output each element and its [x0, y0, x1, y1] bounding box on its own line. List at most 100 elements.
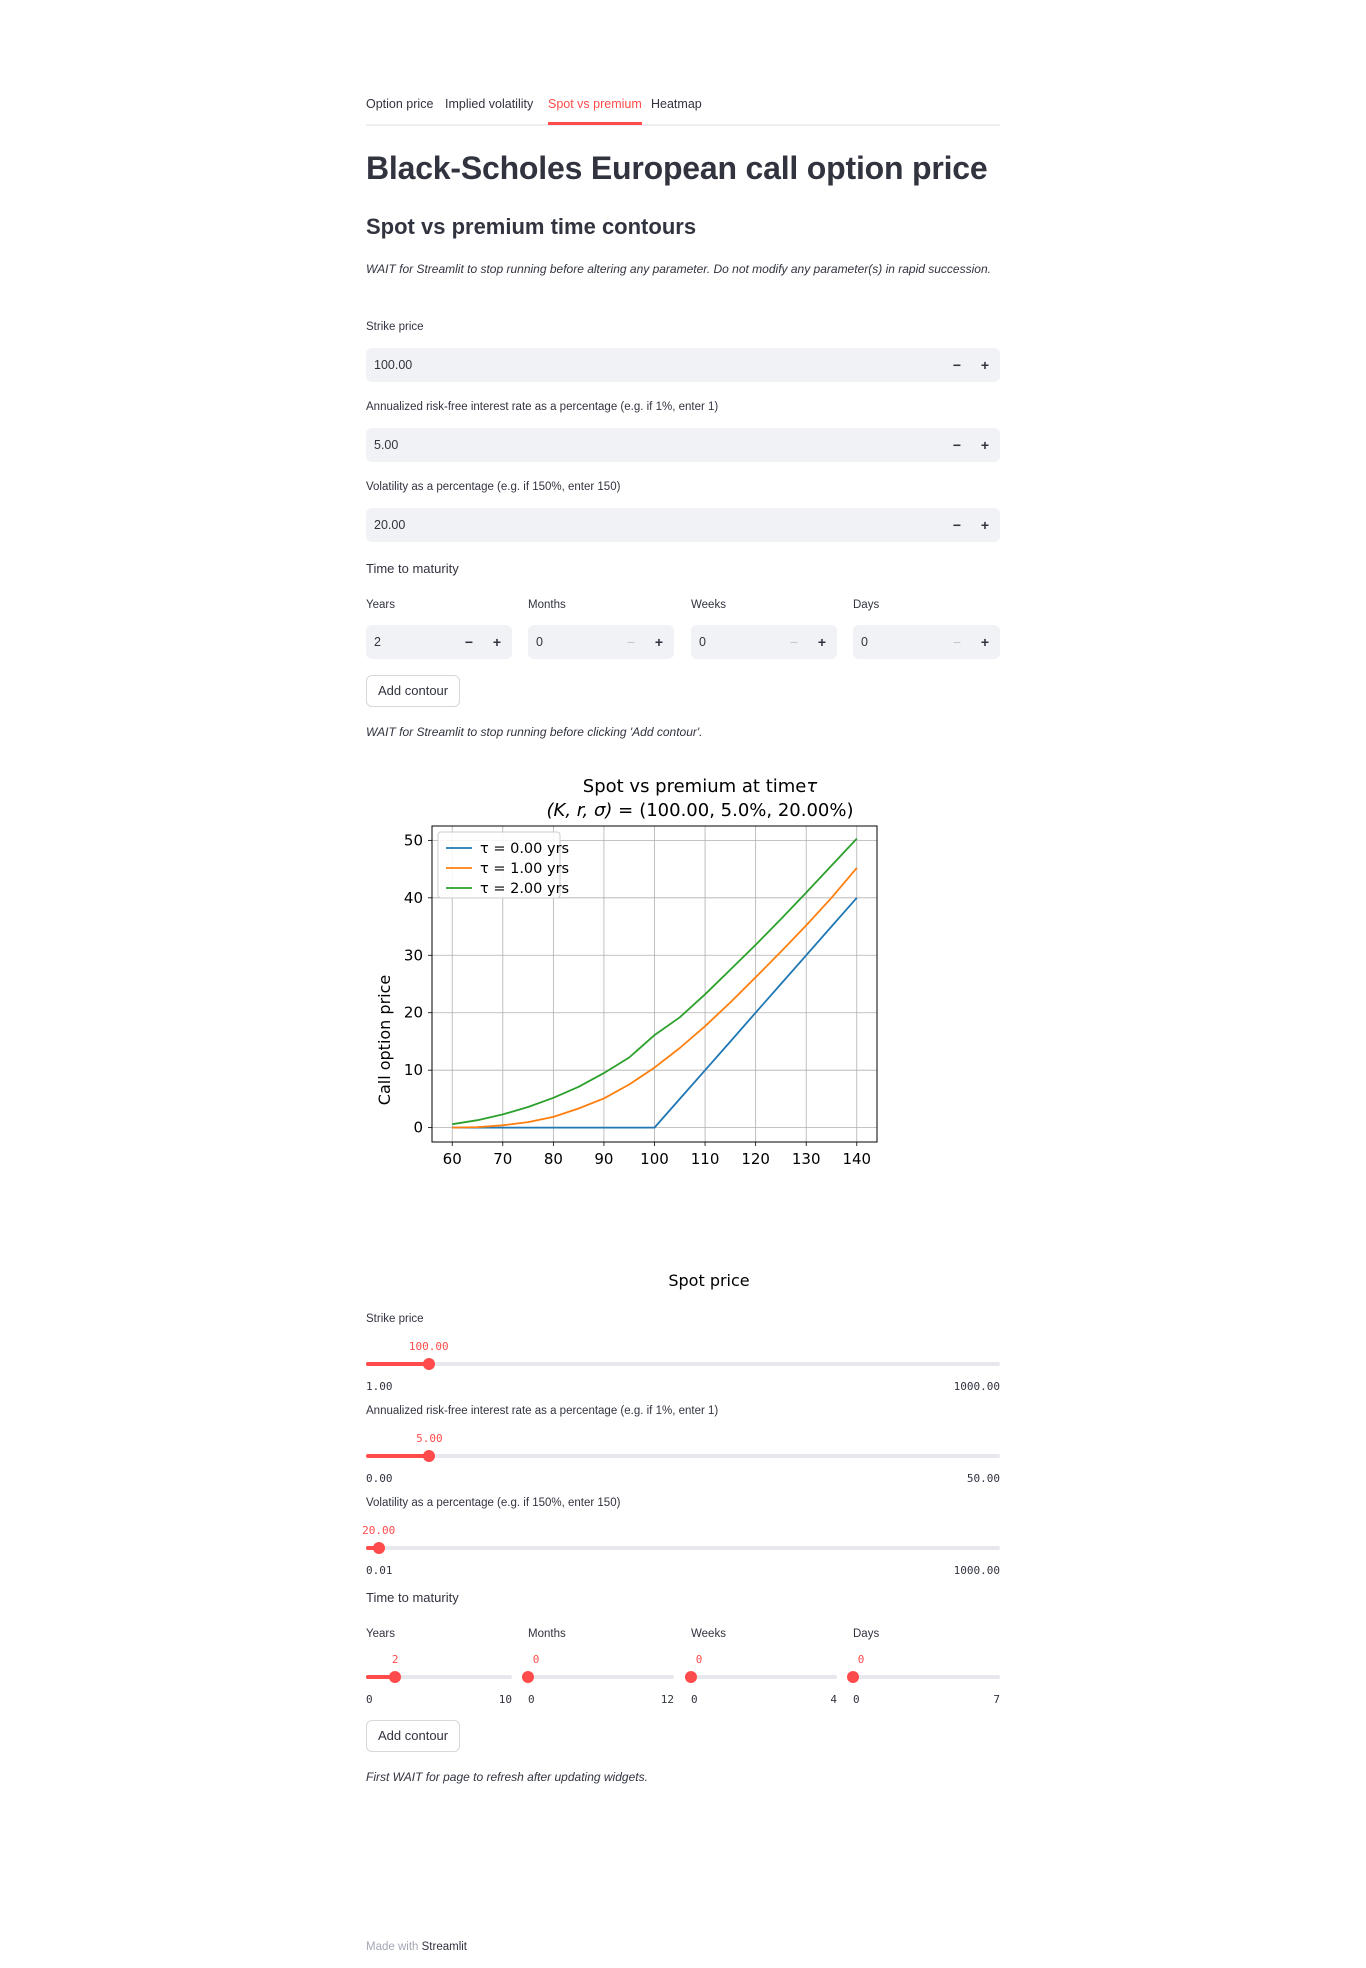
strike-slider-value: 100.00: [408, 1340, 449, 1353]
months-decrement-button[interactable]: −: [626, 634, 636, 650]
x-tick-label-80: 80: [544, 1150, 563, 1168]
weeks-slider[interactable]: 0 0 4: [685, 1650, 837, 1710]
months-input[interactable]: 0 − +: [528, 625, 674, 659]
x-tick-label-140: 140: [842, 1150, 871, 1168]
vol-slider-label: Volatility as a percentage (e.g. if 150%…: [366, 1497, 621, 1509]
weeks-decrement-button[interactable]: −: [789, 634, 799, 650]
vol-slider-min: 0.01: [366, 1564, 393, 1577]
strike-slider-track[interactable]: [366, 1362, 1000, 1366]
series-line-1: [452, 867, 858, 1129]
strike-input[interactable]: 100.00 − +: [366, 348, 1000, 382]
x-tick-label-60: 60: [443, 1150, 462, 1168]
vol-slider[interactable]: 20.00 0.01 1000.00: [362, 1521, 1000, 1581]
rate-slider-label: Annualized risk-free interest rate as a …: [366, 1405, 719, 1417]
rate-increment-button[interactable]: +: [980, 437, 990, 453]
days-decrement-button[interactable]: −: [952, 634, 962, 650]
vol-decrement-button[interactable]: −: [952, 517, 962, 533]
days-slider-value: 0: [857, 1653, 865, 1666]
months-slider-thumb[interactable]: [522, 1671, 534, 1683]
strike-slider[interactable]: 100.00 1.00 1000.00: [366, 1337, 1000, 1397]
warning-add-contour: WAIT for Streamlit to stop running befor…: [366, 725, 703, 739]
footer-brand-link[interactable]: Streamlit: [421, 1941, 467, 1953]
days-input-value[interactable]: 0: [861, 635, 868, 649]
vol-slider-thumb[interactable]: [372, 1542, 385, 1554]
add-contour-button-2[interactable]: Add contour: [366, 1720, 461, 1752]
y-tick-label-50: 50: [404, 831, 423, 849]
strike-decrement-button[interactable]: −: [952, 357, 962, 373]
years-slider-min: 0: [366, 1693, 373, 1706]
days-slider[interactable]: 0 0 7: [847, 1650, 1000, 1710]
legend-label-2: τ = 2.00 yrs: [480, 881, 569, 897]
strike-input-value[interactable]: 100.00: [374, 358, 413, 372]
days-input[interactable]: 0 − +: [853, 625, 1000, 659]
vol-input-value[interactable]: 20.00: [374, 518, 406, 532]
chart-subtitle: (K, r, σ) = (100.00, 5.0%, 20.00%): [547, 800, 854, 821]
legend-label-1: τ = 1.00 yrs: [480, 861, 569, 877]
y-tick-label-30: 30: [404, 946, 423, 964]
vol-slider-track[interactable]: [366, 1546, 1000, 1550]
tab-option-price[interactable]: Option price: [366, 97, 434, 111]
months-input-value[interactable]: 0: [536, 635, 543, 649]
vol-input[interactable]: 20.00 − +: [366, 508, 1000, 542]
years-slider-label: Years: [366, 1628, 395, 1640]
weeks-slider-track[interactable]: [691, 1675, 837, 1679]
days-input-label: Days: [853, 599, 880, 611]
years-slider-track[interactable]: [366, 1675, 512, 1679]
years-increment-button[interactable]: +: [492, 634, 502, 650]
months-slider-value: 0: [532, 1653, 540, 1666]
rate-slider-track[interactable]: [366, 1454, 1000, 1458]
weeks-input-value[interactable]: 0: [699, 635, 706, 649]
chart-x-axis-label: Spot price: [668, 1271, 749, 1290]
years-slider-max: 10: [498, 1693, 512, 1706]
months-increment-button[interactable]: +: [654, 634, 664, 650]
years-decrement-button[interactable]: −: [464, 634, 474, 650]
rate-input-label: Annualized risk-free interest rate as a …: [366, 401, 719, 413]
x-tick-label-130: 130: [792, 1150, 821, 1168]
rate-slider-min: 0.00: [366, 1472, 393, 1485]
ttm-input-heading: Time to maturity: [366, 561, 459, 576]
rate-slider-fill: [366, 1454, 430, 1458]
legend-label-0: τ = 0.00 yrs: [480, 841, 569, 857]
rate-slider[interactable]: 5.00 0.00 50.00: [366, 1429, 1000, 1489]
years-input-value[interactable]: 2: [374, 635, 381, 649]
months-slider[interactable]: 0 0 12: [522, 1650, 674, 1710]
tab-implied-volatility[interactable]: Implied volatility: [445, 97, 534, 111]
weeks-increment-button[interactable]: +: [817, 634, 827, 650]
years-slider[interactable]: 2 0 10: [366, 1650, 512, 1710]
strike-input-label: Strike price: [366, 321, 424, 333]
chart-title-symbol: τ: [806, 776, 817, 797]
page-title: Black-Scholes European call option price: [366, 150, 988, 186]
strike-slider-thumb[interactable]: [422, 1358, 435, 1370]
months-slider-track[interactable]: [528, 1675, 674, 1679]
x-tick-label-90: 90: [594, 1150, 613, 1168]
chart-y-axis-label: Call option price: [375, 975, 394, 1105]
weeks-slider-thumb[interactable]: [685, 1671, 697, 1683]
months-slider-max: 12: [660, 1693, 674, 1706]
days-slider-thumb[interactable]: [847, 1671, 859, 1683]
weeks-input[interactable]: 0 − +: [691, 625, 837, 659]
rate-decrement-button[interactable]: −: [952, 437, 962, 453]
tab-heatmap[interactable]: Heatmap: [651, 97, 702, 111]
days-slider-max: 7: [993, 1693, 1000, 1706]
days-slider-track[interactable]: [853, 1675, 1000, 1679]
rate-input[interactable]: 5.00 − +: [366, 428, 1000, 462]
tab-spot-vs-premium[interactable]: Spot vs premium: [548, 94, 642, 125]
strike-increment-button[interactable]: +: [980, 357, 990, 373]
vol-increment-button[interactable]: +: [980, 517, 990, 533]
months-input-label: Months: [528, 599, 566, 611]
rate-slider-thumb[interactable]: [423, 1450, 436, 1462]
vol-slider-fill: [366, 1546, 379, 1550]
y-tick-label-10: 10: [404, 1061, 423, 1079]
days-slider-min: 0: [853, 1693, 860, 1706]
weeks-input-label: Weeks: [691, 599, 726, 611]
series-line-0: [452, 897, 858, 1129]
rate-input-value[interactable]: 5.00: [374, 438, 399, 452]
years-input[interactable]: 2 − +: [366, 625, 512, 659]
strike-slider-max: 1000.00: [953, 1380, 1000, 1393]
years-slider-value: 2: [391, 1653, 399, 1666]
y-tick-label-0: 0: [413, 1119, 423, 1137]
days-increment-button[interactable]: +: [980, 634, 990, 650]
years-slider-thumb[interactable]: [389, 1671, 402, 1683]
rate-slider-value: 5.00: [416, 1432, 443, 1445]
add-contour-button[interactable]: Add contour: [366, 675, 461, 707]
